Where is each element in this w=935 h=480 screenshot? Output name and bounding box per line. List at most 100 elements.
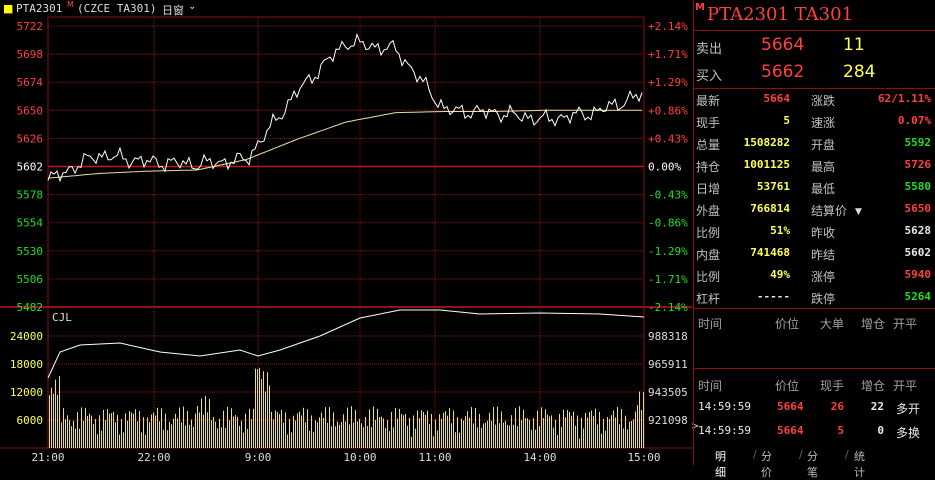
volume-bar <box>315 420 316 448</box>
stat-label: 最低 <box>811 182 836 196</box>
time-tick-label: 21:00 <box>31 451 64 464</box>
chart-header: ■ PTA2301 M (CZCE TA301) 日窗 ⌄ <box>0 0 692 17</box>
open-interest-tick-label: 921098 <box>648 414 688 427</box>
volume-bar <box>571 415 572 448</box>
tab-separator: / <box>799 448 803 461</box>
tick-price: 5664 <box>777 424 804 437</box>
volume-bar <box>449 408 450 448</box>
volume-bar <box>381 416 382 448</box>
stat-value: 53761 <box>756 180 790 193</box>
volume-bar <box>333 412 334 448</box>
volume-bar <box>203 414 204 448</box>
column-header: 增仓 <box>861 317 886 331</box>
volume-bar <box>621 408 622 448</box>
volume-bar <box>629 421 630 448</box>
column-header: 开平 <box>893 379 918 393</box>
sell-volume: 11 <box>843 35 865 55</box>
volume-bar <box>191 419 192 448</box>
volume-bar <box>193 426 194 448</box>
volume-bar <box>451 423 452 448</box>
volume-bar <box>525 418 526 448</box>
volume-bar <box>635 411 636 448</box>
volume-bar <box>267 372 268 448</box>
volume-bar <box>509 425 510 448</box>
period-selector[interactable]: 日窗 <box>162 4 184 17</box>
stat-value: 5940 <box>904 268 932 281</box>
volume-bar <box>577 415 578 448</box>
tab-2[interactable]: 分笔 <box>807 450 818 479</box>
chart-grid <box>0 16 692 449</box>
volume-bar <box>321 412 322 448</box>
volume-bar <box>87 415 88 448</box>
stat-label: 杠杆 <box>696 292 721 306</box>
sell-label: 卖出 <box>696 42 723 57</box>
stat-value: 5726 <box>904 158 932 171</box>
order-book: 卖出 5664 11 买入 5662 284 <box>693 30 935 89</box>
volume-bar <box>117 414 118 448</box>
volume-bar <box>625 415 626 448</box>
tab-0[interactable]: 明细 <box>715 450 726 479</box>
volume-bar <box>311 415 312 448</box>
volume-bar <box>459 432 460 448</box>
volume-bar <box>239 425 240 448</box>
volume-bar <box>387 420 388 448</box>
volume-bar <box>251 419 252 448</box>
volume-bar <box>383 418 384 448</box>
volume-bar <box>413 415 414 448</box>
stat-label: 比例 <box>696 270 721 284</box>
volume-bar <box>141 432 142 448</box>
sell-price[interactable]: 5664 <box>761 35 805 55</box>
volume-bar <box>389 431 390 448</box>
stat-value: 1001125 <box>743 158 790 171</box>
chart-area[interactable]: 5722 +2.14% 5698 +1.71% 5674 +1.29% 5650 +0.86%… <box>0 0 692 465</box>
divider <box>693 308 935 309</box>
volume-bar <box>111 413 112 448</box>
volume-bar <box>331 426 332 448</box>
volume-tick-label: 6000 <box>17 414 44 427</box>
volume-bar <box>119 434 120 448</box>
stat-label: 比例 <box>696 226 721 240</box>
volume-bar <box>489 412 490 448</box>
tick-volume: 26 <box>830 400 844 413</box>
volume-bar <box>337 421 338 448</box>
volume-bar <box>121 419 122 448</box>
volume-bar <box>483 423 484 448</box>
volume-bar <box>527 418 528 448</box>
chevron-down-icon[interactable]: ⌄ <box>188 1 197 12</box>
column-header: 时间 <box>698 379 723 393</box>
volume-bar <box>423 411 424 448</box>
volume-bar <box>437 430 438 448</box>
volume-bar <box>351 406 352 448</box>
stat-label: 涨停 <box>811 270 836 284</box>
volume-bar <box>147 417 148 448</box>
quote-row: 内盘 741468 昨结 5602 <box>693 243 935 265</box>
volume-bar <box>627 429 628 448</box>
price-tick-label: 5602 <box>17 161 44 174</box>
tick-row[interactable]: 14:59:59 5664 5 0 多换 <box>693 421 935 443</box>
volume-bar <box>407 425 408 448</box>
tick-row[interactable]: 14:59:59 5664 26 22 多开 <box>693 397 935 419</box>
volume-bar <box>149 422 150 448</box>
ticks-header: 时间 价位 现手 增仓 开平 <box>693 374 935 394</box>
price-tick-label: 5650 <box>17 104 44 117</box>
volume-bar <box>109 413 110 448</box>
tab-3[interactable]: 统计 <box>854 450 865 479</box>
buy-price[interactable]: 5662 <box>761 62 805 82</box>
volume-bar <box>185 425 186 448</box>
tick-oi-change: 22 <box>870 400 884 413</box>
volume-bar <box>395 407 396 448</box>
open-interest-tick-label: 965911 <box>648 358 688 371</box>
volume-tick-label: 18000 <box>10 358 43 371</box>
stat-value: 62/1.11% <box>878 92 931 105</box>
volume-bar <box>461 418 462 448</box>
percent-tick-label: +0.86% <box>648 104 688 117</box>
tick-type: 多开 <box>896 402 921 416</box>
volume-bar <box>139 411 140 448</box>
quote-row: 比例 49% 涨停 5940 <box>693 265 935 287</box>
chevron-down-icon[interactable]: ▼ <box>855 207 862 217</box>
stat-value: 5592 <box>904 136 932 149</box>
tab-1[interactable]: 分价 <box>761 450 772 479</box>
volume-bar <box>439 414 440 448</box>
volume-bar <box>235 415 236 448</box>
volume-bar <box>129 411 130 448</box>
